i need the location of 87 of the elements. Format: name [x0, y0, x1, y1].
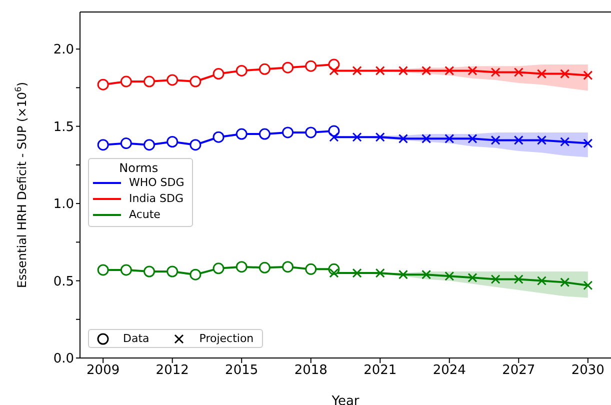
point	[329, 66, 339, 76]
point	[190, 76, 202, 88]
point	[444, 134, 454, 144]
y-tick-label: 0.5	[53, 274, 74, 290]
point	[144, 139, 156, 151]
point	[329, 268, 339, 278]
point	[212, 131, 224, 143]
point	[583, 280, 593, 290]
point	[375, 66, 385, 76]
point	[422, 66, 432, 76]
point	[422, 270, 432, 280]
annotation: Data	[123, 332, 150, 345]
point	[166, 136, 178, 148]
point	[120, 264, 132, 276]
point	[536, 276, 546, 286]
point	[236, 64, 248, 76]
legend-title: Norms	[118, 161, 160, 175]
x-tick-label: 2009	[86, 363, 120, 378]
point	[490, 274, 500, 284]
point	[536, 69, 546, 79]
point	[352, 132, 362, 142]
point	[422, 134, 432, 144]
point	[514, 135, 524, 145]
legend-label: Acute	[129, 207, 160, 223]
point	[468, 272, 478, 282]
point	[236, 128, 248, 140]
point	[444, 271, 454, 281]
point	[166, 74, 178, 86]
point	[97, 78, 109, 90]
y-tick-label: 1.0	[53, 197, 74, 212]
point	[398, 66, 408, 76]
point	[375, 132, 385, 142]
point	[536, 135, 546, 145]
x-tick-label: 2021	[364, 363, 397, 378]
annotation: Projection	[199, 332, 254, 345]
point	[97, 264, 109, 276]
point	[583, 70, 593, 80]
point	[305, 60, 317, 72]
point	[560, 69, 570, 79]
point	[329, 132, 339, 142]
point	[166, 266, 178, 278]
x-tick-label: 2027	[502, 363, 536, 378]
point	[514, 274, 524, 284]
point	[398, 134, 408, 144]
point	[468, 134, 478, 144]
point	[560, 278, 570, 288]
legend-label: WHO SDG	[129, 175, 184, 191]
point	[352, 66, 362, 76]
x-tick-label: 2018	[294, 363, 328, 378]
point	[282, 261, 294, 273]
point	[560, 137, 570, 146]
point	[352, 268, 362, 278]
point	[144, 266, 156, 278]
point	[190, 268, 202, 280]
point	[305, 263, 317, 275]
x-tick-label: 2012	[156, 363, 189, 378]
x-tick-label: 2024	[432, 363, 466, 378]
point	[258, 262, 270, 274]
y-tick-label: 1.5	[53, 120, 74, 135]
point	[282, 126, 294, 138]
point	[282, 62, 294, 74]
y-tick-label: 2.0	[53, 42, 74, 58]
point	[144, 76, 156, 88]
point	[583, 138, 593, 148]
point	[190, 139, 202, 151]
x-tick-label: 2015	[225, 363, 258, 378]
point	[490, 67, 500, 77]
legend-label: India SDG	[129, 191, 184, 207]
point	[97, 139, 109, 151]
point	[212, 68, 224, 80]
point	[305, 126, 317, 138]
point	[120, 76, 132, 88]
point	[514, 67, 524, 77]
point	[468, 66, 478, 76]
point	[258, 63, 270, 75]
point	[236, 261, 248, 273]
point	[120, 138, 132, 150]
x-tick-label: 2030	[571, 363, 604, 378]
point	[212, 262, 224, 274]
y-tick-label: 0.0	[53, 352, 74, 367]
point	[375, 268, 385, 278]
point	[398, 270, 408, 280]
point	[258, 128, 270, 140]
x-axis-title: Year	[330, 394, 360, 405]
point	[490, 135, 500, 145]
marker-legend: Data Projection	[88, 329, 263, 348]
point	[444, 66, 454, 76]
